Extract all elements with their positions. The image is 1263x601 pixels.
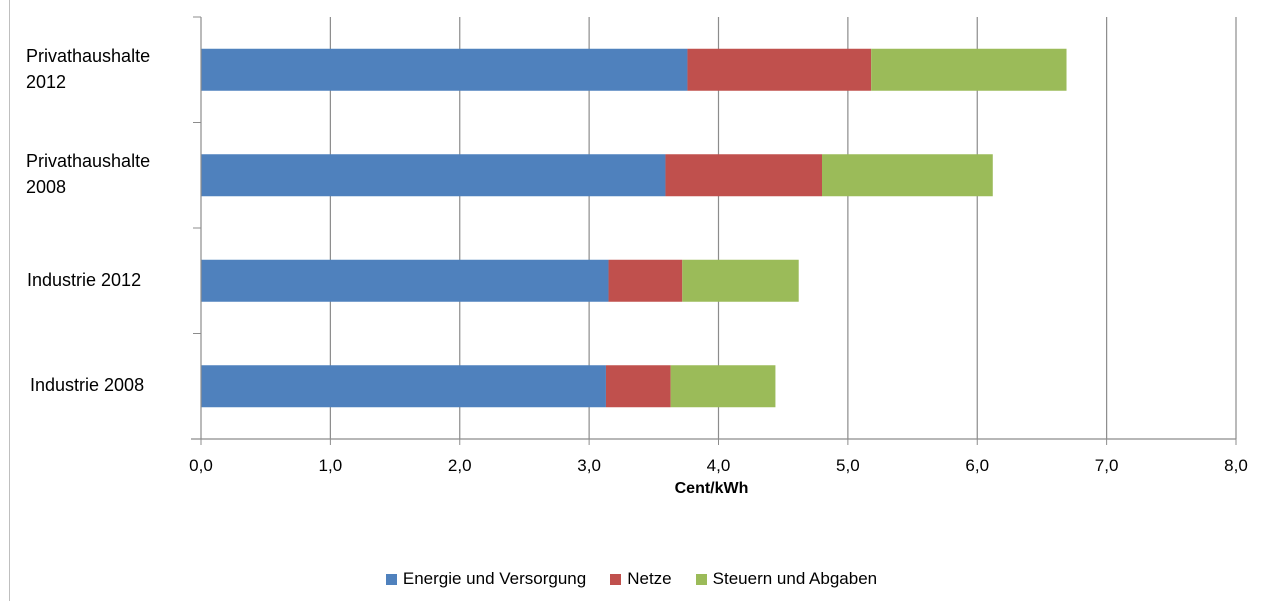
tick-labels: 0,0 1,0 2,0 3,0 4,0 5,0 6,0 7,0 8,0 (189, 456, 1248, 475)
legend-swatch (385, 573, 397, 585)
bar-segment (687, 48, 872, 91)
bar-segment (670, 365, 776, 408)
legend-item: Netze (610, 569, 672, 589)
legend-item: Energie und Versorgung (385, 569, 587, 589)
bars (201, 48, 1067, 408)
legend-label: Netze (627, 569, 672, 588)
x-tick-label: 2,0 (448, 456, 472, 475)
x-tick-label: 7,0 (1095, 456, 1119, 475)
x-tick-label: 0,0 (189, 456, 213, 475)
bar-segment (605, 365, 671, 408)
bar-segment (201, 48, 688, 91)
x-tick-label: 8,0 (1224, 456, 1248, 475)
legend-swatch (610, 573, 622, 585)
bar-segment (665, 154, 822, 197)
x-axis-title: Cent/kWh (675, 480, 749, 497)
legend-label: Steuern und Abgaben (712, 569, 878, 588)
bar-segment (201, 365, 606, 408)
x-tick-label: 3,0 (577, 456, 601, 475)
legend: Energie und Versorgung Netze Steuern und A… (0, 569, 1263, 589)
bar-segment (201, 259, 609, 302)
x-tick-label: 4,0 (707, 456, 731, 475)
bar-segment (682, 259, 799, 302)
legend-label: Energie und Versorgung (402, 569, 587, 588)
x-tick-label: 6,0 (965, 456, 989, 475)
category-label: Industrie 2008 (30, 375, 145, 396)
bar-segment (871, 48, 1067, 91)
bar-segment (201, 154, 666, 197)
x-tick-label: 1,0 (319, 456, 343, 475)
category-label: Privathaushalte 2008 (26, 151, 151, 198)
bar-segment (608, 259, 683, 302)
chart-frame-line (9, 0, 10, 601)
axes (191, 16, 1237, 445)
bar-segment (822, 154, 993, 197)
legend-swatch (695, 573, 707, 585)
x-tick-label: 5,0 (836, 456, 860, 475)
category-label: Industrie 2012 (27, 269, 142, 290)
category-label: Privathaushalte 2012 (26, 45, 151, 92)
legend-item: Steuern und Abgaben (695, 569, 878, 589)
